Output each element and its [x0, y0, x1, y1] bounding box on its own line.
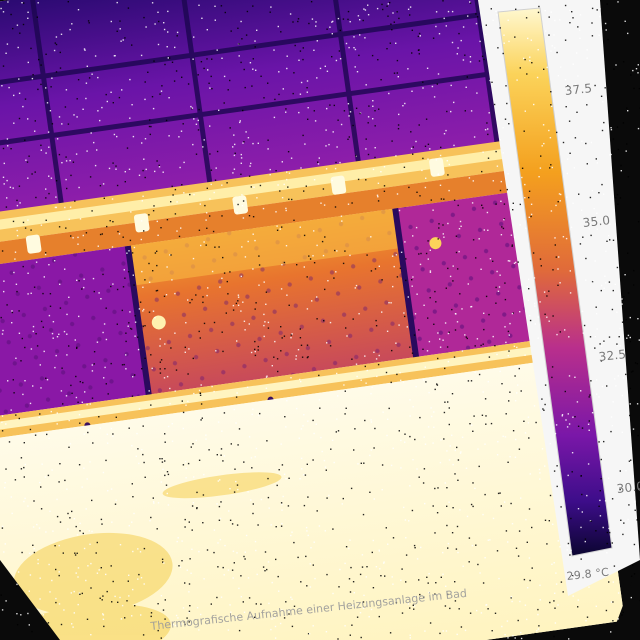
scale-label-35-0: 35.0	[582, 213, 611, 230]
scale-label-32-5: 32.5	[598, 347, 627, 364]
scale-label-37-5: 37.5	[564, 81, 593, 98]
pipe-clips	[25, 157, 445, 254]
background-corner-right	[600, 0, 640, 640]
background-corner-bottom-left	[0, 560, 60, 640]
upper-tile-grid	[0, 0, 548, 206]
scale-label-30-0: 30.0	[616, 479, 640, 496]
panel-dividers	[124, 208, 420, 397]
color-scale-bar	[497, 7, 613, 557]
